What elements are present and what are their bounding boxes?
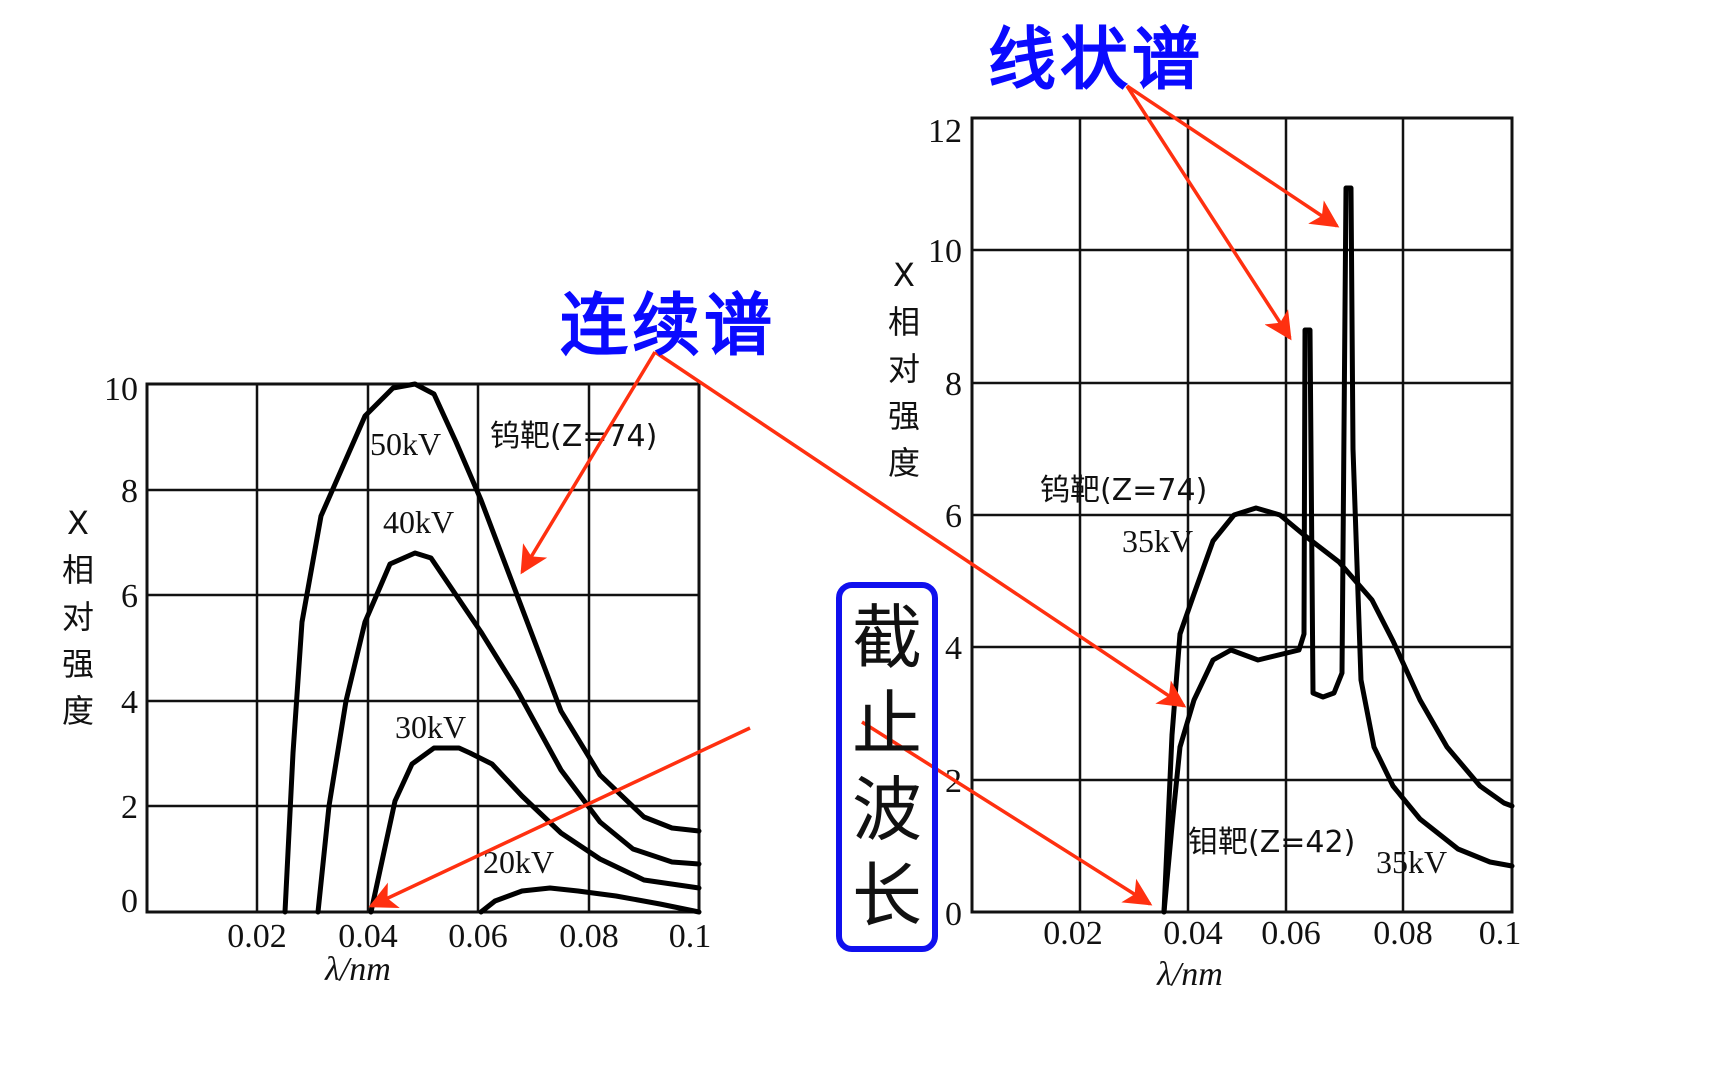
continuous-spectrum-title: 连续谱 xyxy=(560,287,777,366)
curve-molybdenum-35kv xyxy=(1161,185,1515,915)
left-x-ticks: 0.02 0.04 0.06 0.08 0.1 xyxy=(227,918,711,955)
ylabel-char: 对 xyxy=(61,598,94,636)
left-target-label: 钨靶(Z=74) xyxy=(490,419,657,454)
cutoff-char: 波 xyxy=(852,769,922,851)
curve-30kv xyxy=(368,745,702,915)
annotation-arrows xyxy=(368,84,1340,908)
curve-50kv xyxy=(282,381,702,915)
curve-20kv xyxy=(478,885,702,915)
xtick: 0.1 xyxy=(1479,915,1522,952)
cutoff-char: 截 xyxy=(852,597,922,679)
xtick: 0.08 xyxy=(1373,915,1433,952)
label-20kv: 20kV xyxy=(483,844,554,880)
xtick: 0.1 xyxy=(669,918,712,955)
line-spectrum-title: 线状谱 xyxy=(988,21,1205,100)
x-axis-label: λ/nm xyxy=(324,951,391,988)
cutoff-char: 止 xyxy=(852,683,922,765)
arrow-cutoff-left xyxy=(368,726,751,908)
arrow-cutoff-right xyxy=(861,720,1153,906)
curve-40kv xyxy=(315,550,702,915)
ylabel-char: X xyxy=(893,256,915,294)
ytick: 6 xyxy=(945,498,962,535)
label-50kv: 50kV xyxy=(370,426,441,462)
arrow-line-spectrum-to-ka xyxy=(1125,85,1292,341)
label-30kv: 30kV xyxy=(395,709,466,745)
ylabel-char: 相 xyxy=(61,551,94,589)
left-grid xyxy=(145,382,701,914)
ylabel-char: 相 xyxy=(887,303,920,341)
right-curves xyxy=(1161,185,1515,915)
right-x-ticks: 0.02 0.04 0.06 0.08 0.1 xyxy=(1043,915,1521,952)
cutoff-wavelength-box: 截 止 波 长 xyxy=(836,582,938,952)
ytick: 4 xyxy=(945,630,962,667)
right-y-axis-label: X 相 对 强 度 xyxy=(884,252,924,487)
molybdenum-target-label: 钼靶(Z=42) xyxy=(1188,825,1355,860)
ylabel-char: 对 xyxy=(887,350,920,388)
ytick: 8 xyxy=(121,473,138,510)
ylabel-char: 度 xyxy=(887,444,920,482)
ytick: 2 xyxy=(121,789,138,826)
xtick: 0.02 xyxy=(227,918,287,955)
xtick: 0.06 xyxy=(448,918,508,955)
ytick: 10 xyxy=(104,371,138,408)
left-y-ticks: 10 8 6 4 2 0 xyxy=(104,371,138,920)
ylabel-char: 强 xyxy=(61,645,94,683)
label-40kv: 40kV xyxy=(383,504,454,540)
right-chart: 12 10 8 6 4 2 0 0.02 0.04 0.06 0.08 0.1 … xyxy=(928,113,1521,993)
cutoff-char: 长 xyxy=(852,855,922,937)
tungsten-target-label: 钨靶(Z=74) xyxy=(1040,473,1207,508)
left-curves xyxy=(282,381,702,915)
molybdenum-kv-label: 35kV xyxy=(1376,844,1447,880)
left-y-axis-label: X 相 对 强 度 xyxy=(58,500,98,735)
ytick: 4 xyxy=(121,684,138,721)
ytick: 6 xyxy=(121,578,138,615)
xtick: 0.06 xyxy=(1261,915,1321,952)
xtick: 0.08 xyxy=(559,918,619,955)
arrow-continuous-right xyxy=(654,350,1187,708)
ytick: 0 xyxy=(121,883,138,920)
arrow-line-spectrum-to-kb xyxy=(1126,84,1340,228)
xtick: 0.04 xyxy=(338,918,398,955)
ytick: 10 xyxy=(928,233,962,270)
tungsten-kv-label: 35kV xyxy=(1122,523,1193,559)
x-axis-label: λ/nm xyxy=(1156,956,1223,993)
xtick: 0.02 xyxy=(1043,915,1103,952)
left-chart: 10 8 6 4 2 0 0.02 0.04 0.06 0.08 0.1 λ/n… xyxy=(104,371,711,988)
ylabel-char: 度 xyxy=(61,692,94,730)
arrow-continuous-left xyxy=(520,351,657,575)
xtick: 0.04 xyxy=(1163,915,1223,952)
ytick: 0 xyxy=(945,896,962,933)
ylabel-char: 强 xyxy=(887,397,920,435)
ytick: 12 xyxy=(928,113,962,150)
ytick: 8 xyxy=(945,366,962,403)
ylabel-char: X xyxy=(67,504,89,542)
